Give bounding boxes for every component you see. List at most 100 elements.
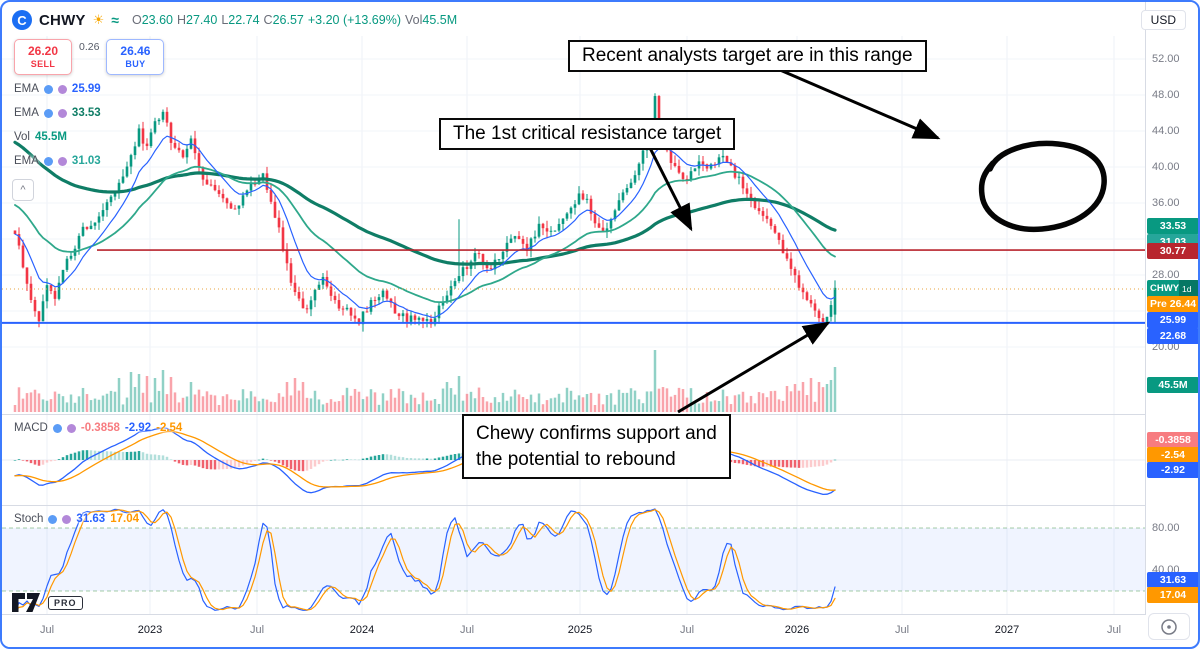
axis-price-badge: -0.3858 <box>1147 432 1198 448</box>
indicator-visibility-icon[interactable] <box>66 423 76 433</box>
axis-price-badge: 31.63 <box>1147 572 1198 588</box>
open-value: 23.60 <box>141 13 173 27</box>
annotation-resistance-target[interactable]: The 1st critical resistance target <box>439 118 736 150</box>
ohlc-readout: O23.60 H27.40 L22.74 C26.57 +3.20 (+13.6… <box>132 13 457 27</box>
indicator-settings-icon[interactable] <box>52 423 62 433</box>
axis-price-badge: 30.77 <box>1147 243 1198 259</box>
buy-button[interactable]: 26.46 BUY <box>106 39 165 75</box>
annotation-line-1: Chewy confirms support and <box>476 423 717 444</box>
sun-session-icon[interactable]: ☀ <box>92 12 105 27</box>
market-status-icon[interactable]: ≈ <box>111 12 119 28</box>
indicator-name: EMA <box>14 155 39 167</box>
collapse-chevron-icon[interactable]: ^ <box>12 179 34 201</box>
indicator-settings-icon[interactable] <box>43 84 53 94</box>
indicator-settings-icon[interactable] <box>43 108 53 118</box>
sell-button[interactable]: 26.20 SELL <box>14 39 72 75</box>
axis-price-badge: 45.5M <box>1147 377 1198 393</box>
annotation-analyst-target[interactable]: Recent analysts target are in this range <box>568 40 927 72</box>
symbol-name[interactable]: CHWY <box>39 11 86 29</box>
axis-price-badge: Pre 26.44 <box>1147 296 1198 312</box>
indicator-value: 45.5M <box>35 131 67 143</box>
indicator-value: 33.53 <box>71 107 101 119</box>
axis-price-badge: 17.04 <box>1147 587 1198 603</box>
tradingview-logo[interactable]: PRO <box>12 593 83 612</box>
legend-row-stoch[interactable]: Stoch 31.63 17.04 <box>14 513 139 525</box>
buy-label: BUY <box>125 58 146 69</box>
close-value: 26.57 <box>272 13 304 27</box>
indicator-settings-icon[interactable] <box>48 514 58 524</box>
currency-selector[interactable]: USD <box>1140 10 1186 30</box>
time-axis-label: 2025 <box>567 624 593 636</box>
top-toolbar: C CHWY ☀ ≈ O23.60 H27.40 L22.74 C26.57 +… <box>12 9 457 31</box>
axis-tick: 52.00 <box>1152 53 1180 65</box>
indicator-name: Vol <box>14 131 30 143</box>
indicator-visibility-icon[interactable] <box>57 84 67 94</box>
time-axis-label: 2024 <box>349 624 375 636</box>
time-axis-label: Jul <box>1106 624 1122 636</box>
spread-value: 0.26 <box>79 41 100 53</box>
axis-tick: 80.00 <box>1152 522 1180 534</box>
legend-row-ema-fast[interactable]: EMA 25.99 <box>14 83 101 95</box>
stoch-pane <box>14 508 836 612</box>
time-axis[interactable]: Jul 2023 Jul 2024 Jul 2025 Jul 2026 Jul 2027 Jul <box>2 615 1146 647</box>
indicator-settings-icon[interactable] <box>43 156 53 166</box>
low-value: 22.74 <box>228 13 260 27</box>
volume-value: 45.5M <box>422 13 458 27</box>
axis-price-badge: 25.99 <box>1147 312 1198 328</box>
time-axis-label: Jul <box>894 624 910 636</box>
indicator-name: EMA <box>14 107 39 119</box>
axis-tick: 40.00 <box>1152 161 1180 173</box>
time-axis-label: Jul <box>39 624 55 636</box>
legend-row-macd[interactable]: MACD -0.3858 -2.92 -2.54 <box>14 422 182 434</box>
high-value: 27.40 <box>186 13 218 27</box>
time-axis-label: 2023 <box>137 624 163 636</box>
annotation-support-rebound[interactable]: Chewy confirms support and the potential… <box>462 414 731 480</box>
annotation-line-2: the potential to rebound <box>476 448 676 470</box>
low-key: L <box>221 13 229 27</box>
macd-line-value: -2.92 <box>124 422 152 434</box>
change-value: +3.20 (+13.69%) <box>307 13 401 27</box>
volume-key: Vol <box>404 13 423 27</box>
pane-separators <box>2 2 1198 615</box>
stoch-d-value: 17.04 <box>110 513 139 525</box>
time-axis-label: Jul <box>459 624 475 636</box>
overlay-lines <box>2 135 1145 324</box>
indicator-visibility-icon[interactable] <box>57 108 67 118</box>
target-icon <box>1161 618 1177 635</box>
time-axis-label: 2026 <box>784 624 810 636</box>
axis-tick: 36.00 <box>1152 197 1180 209</box>
pro-badge: PRO <box>48 595 83 610</box>
axis-tick: 44.00 <box>1152 125 1180 137</box>
stoch-k-value: 31.63 <box>76 513 106 525</box>
price-axis[interactable]: 52.00 48.00 44.00 40.00 36.00 28.00 20.00 33.53… <box>1146 2 1198 615</box>
sell-price: 26.20 <box>27 43 59 58</box>
indicator-name: MACD <box>14 422 48 434</box>
trade-widget: 26.20 SELL 0.26 26.46 BUY <box>14 39 165 75</box>
axis-price-badge: -2.92 <box>1147 462 1198 478</box>
drawing-annotations[interactable] <box>648 68 1107 414</box>
time-axis-label: Jul <box>249 624 265 636</box>
buy-price: 26.46 <box>120 43 151 58</box>
high-key: H <box>177 13 187 27</box>
legend-row-ema-medium[interactable]: EMA 31.03 <box>14 155 101 167</box>
open-key: O <box>131 13 142 27</box>
stoch-band <box>2 527 1145 592</box>
indicator-visibility-icon[interactable] <box>57 156 67 166</box>
close-key: C <box>263 13 273 27</box>
legend-row-ema-slow[interactable]: EMA 33.53 <box>14 107 101 119</box>
indicator-value: 31.03 <box>71 155 101 167</box>
sell-label: SELL <box>30 58 56 69</box>
indicator-name: EMA <box>14 83 39 95</box>
indicator-value: 25.99 <box>71 83 101 95</box>
volume-bars <box>13 350 837 412</box>
indicator-name: Stoch <box>14 513 44 525</box>
reset-scale-button[interactable] <box>1148 613 1190 640</box>
chewy-logo-icon[interactable]: C <box>12 10 32 30</box>
axis-price-badge: 22.68 <box>1147 328 1198 344</box>
indicator-visibility-icon[interactable] <box>62 514 72 524</box>
axis-tick: 48.00 <box>1152 89 1180 101</box>
legend-row-volume[interactable]: Vol 45.5M <box>14 131 67 143</box>
macd-hist-value: -0.3858 <box>80 422 120 434</box>
